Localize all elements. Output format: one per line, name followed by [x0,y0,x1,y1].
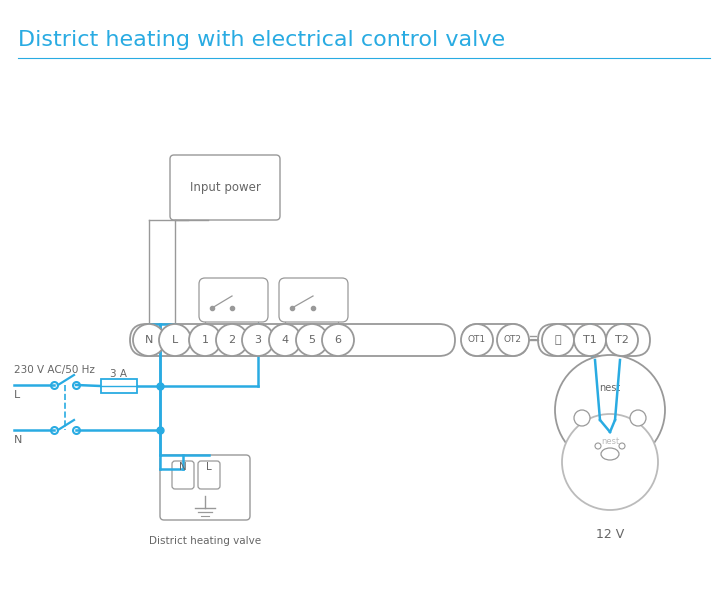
Text: N: N [14,435,23,445]
Circle shape [542,324,574,356]
Text: 5: 5 [309,335,315,345]
Circle shape [189,324,221,356]
Circle shape [461,324,493,356]
Text: T1: T1 [583,335,597,345]
Text: 230 V AC/50 Hz: 230 V AC/50 Hz [14,365,95,375]
Circle shape [595,443,601,449]
Text: 2: 2 [229,335,236,345]
Circle shape [574,324,606,356]
Text: 6: 6 [334,335,341,345]
Text: ⏚: ⏚ [555,335,561,345]
Text: District heating valve: District heating valve [149,536,261,546]
Circle shape [555,355,665,465]
Circle shape [497,324,529,356]
Text: L: L [172,335,178,345]
Text: District heating with electrical control valve: District heating with electrical control… [18,30,505,50]
Text: N: N [179,462,187,472]
Circle shape [242,324,274,356]
Text: nest: nest [601,438,619,447]
Circle shape [574,410,590,426]
Text: T2: T2 [615,335,629,345]
Text: L: L [206,462,212,472]
Circle shape [296,324,328,356]
Circle shape [630,410,646,426]
Circle shape [159,324,191,356]
Circle shape [269,324,301,356]
Circle shape [619,443,625,449]
Text: 3: 3 [255,335,261,345]
Text: 1: 1 [202,335,208,345]
Bar [101,379,137,393]
Text: L: L [14,390,20,400]
Ellipse shape [601,448,619,460]
Text: Input power: Input power [189,181,261,194]
Text: 12 V: 12 V [596,528,624,541]
Circle shape [606,324,638,356]
Text: 3 A: 3 A [111,369,127,379]
Text: N: N [145,335,153,345]
Text: 4: 4 [282,335,288,345]
Circle shape [216,324,248,356]
Text: OT1: OT1 [468,336,486,345]
Circle shape [562,414,658,510]
Text: nest: nest [599,383,621,393]
Text: OT2: OT2 [504,336,522,345]
Circle shape [133,324,165,356]
Circle shape [322,324,354,356]
